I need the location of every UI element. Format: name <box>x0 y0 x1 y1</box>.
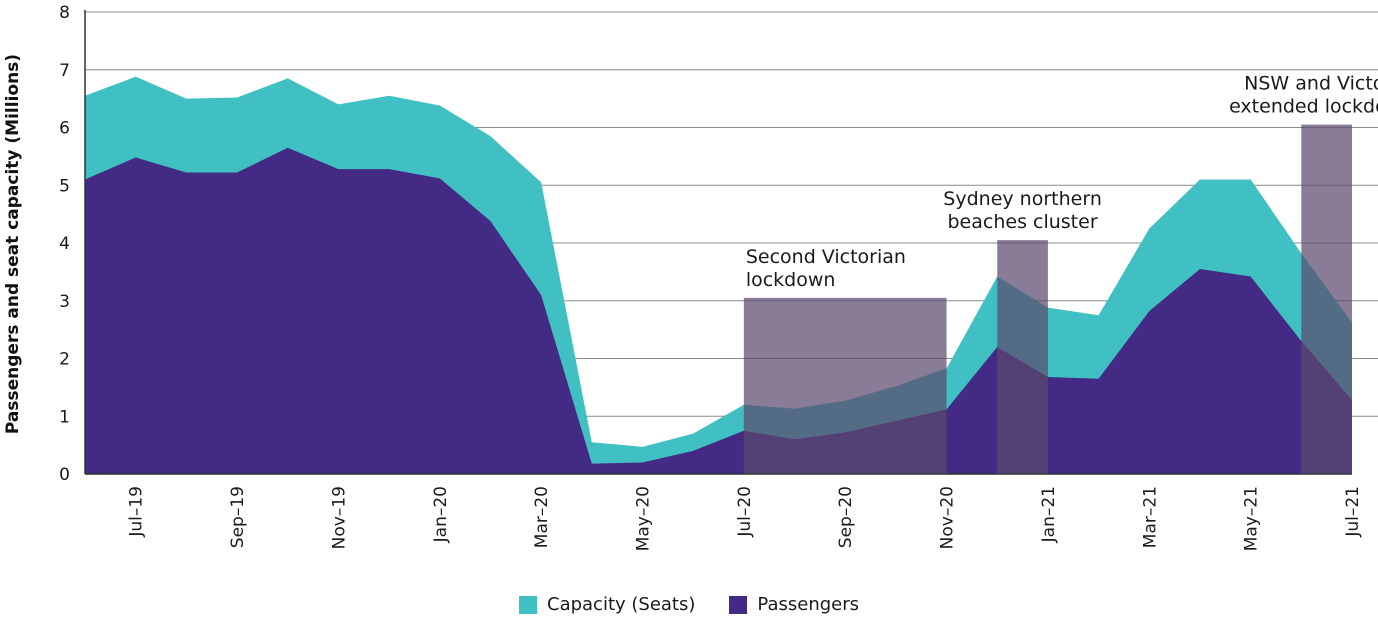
legend-label: Passengers <box>757 594 859 615</box>
y-tick-label: 0 <box>59 465 70 485</box>
x-tick-labels: Jul–19 Sep–19 Nov–19 Jan–20 Mar–20 May–20 Jul–… <box>127 486 1363 551</box>
x-tick-label: May–20 <box>633 486 653 551</box>
y-tick-label: 7 <box>59 61 70 81</box>
y-axis-title: Passengers and seat capacity (Millions) <box>3 54 23 434</box>
y-tick-label: 5 <box>59 176 70 196</box>
legend-swatch <box>729 595 748 614</box>
annotation-band <box>743 297 947 474</box>
legend-label: Capacity (Seats) <box>547 594 696 615</box>
chart: 0 1 2 3 4 5 6 7 8 Jul–19 Sep–19 Nov–19 Jan–20 Mar–20… <box>3 3 1378 551</box>
x-tick-label: Mar–21 <box>1140 486 1160 548</box>
annotation-label: Sydney northern <box>943 188 1102 210</box>
legend-swatch <box>519 595 537 614</box>
legend-item: Capacity (Seats) <box>519 594 695 615</box>
x-tick-label: Jul–19 <box>127 486 147 538</box>
annotation-band <box>1301 124 1352 475</box>
y-tick-label: 2 <box>59 350 70 370</box>
legend: Capacity (Seats) Passengers <box>0 594 1378 615</box>
legend-item: Passengers <box>729 594 859 615</box>
x-tick-label: Jan–20 <box>431 486 451 543</box>
y-tick-label: 6 <box>59 119 70 139</box>
axes <box>84 10 1352 475</box>
y-tick-label: 8 <box>59 3 70 23</box>
x-tick-label: Nov–19 <box>329 486 349 549</box>
x-tick-label: Jul–21 <box>1343 486 1363 538</box>
y-tick-label: 3 <box>59 292 70 312</box>
x-tick-label: Jan–21 <box>1039 486 1059 543</box>
y-tick-label: 1 <box>59 407 70 427</box>
x-tick-label: Nov–20 <box>938 486 958 549</box>
annotation-label: NSW and Victoria <box>1244 73 1378 95</box>
annotation-band <box>997 240 1048 474</box>
y-tick-label: 4 <box>59 234 70 254</box>
x-tick-label: Sep–19 <box>228 486 248 548</box>
y-tick-labels: 0 1 2 3 4 5 6 7 8 <box>59 3 70 485</box>
annotation-label: extended lockdowns <box>1229 96 1378 118</box>
x-tick-label: Jul–20 <box>735 486 755 538</box>
x-tick-label: Sep–20 <box>836 486 856 548</box>
x-tick-label: May–21 <box>1242 486 1262 551</box>
annotation-label: beaches cluster <box>948 211 1098 233</box>
annotation-bands <box>743 124 1352 475</box>
annotation-label: Second Victorian <box>746 246 906 268</box>
area-series <box>85 76 1352 475</box>
x-tick-label: Mar–20 <box>532 486 552 548</box>
annotation-label: lockdown <box>746 269 836 291</box>
